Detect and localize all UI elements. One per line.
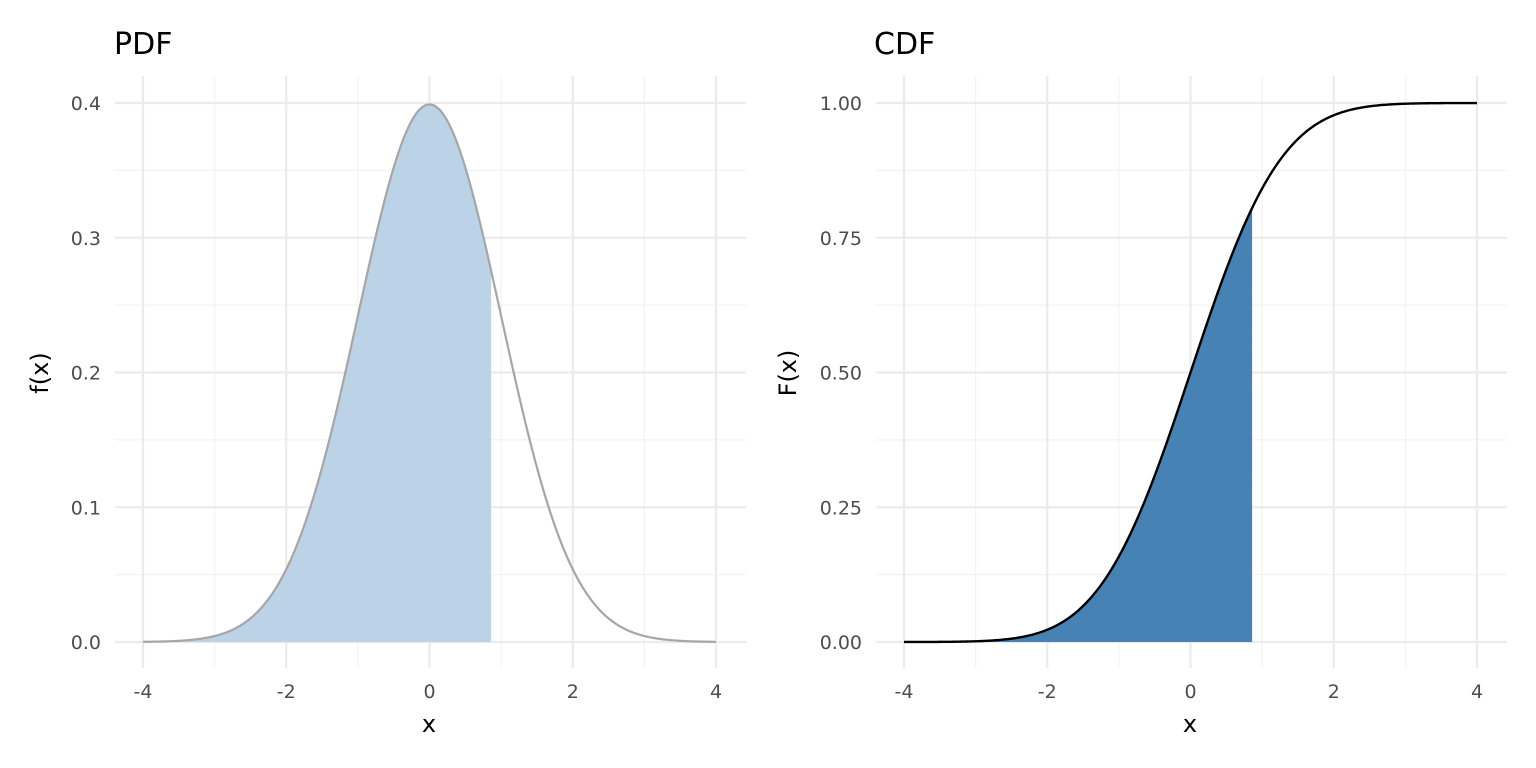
pdf-y-tick-labels: 0.0 0.1 0.2 0.3 0.4	[71, 93, 101, 654]
cdf-x-tick-labels: -4 -2 0 2 4	[895, 681, 1484, 703]
pdf-y-tick-label: 0.1	[71, 497, 101, 519]
cdf-x-axis-title: x	[1183, 710, 1197, 738]
cdf-y-tick-label: 0.25	[820, 497, 862, 519]
pdf-y-tick-label: 0.3	[71, 228, 101, 250]
cdf-y-tick-label: 0.50	[820, 363, 862, 385]
cdf-y-axis-title: F(x)	[774, 350, 802, 397]
cdf-y-tick-label: 1.00	[820, 93, 862, 115]
pdf-x-tick-label: -4	[134, 681, 153, 703]
cdf-y-tick-label: 0.00	[820, 632, 862, 654]
pdf-title: PDF	[114, 27, 172, 62]
cdf-x-tick-label: -4	[895, 681, 914, 703]
pdf-x-tick-labels: -4 -2 0 2 4	[134, 681, 723, 703]
cdf-panel: -4 -2 0 2 4 0.00 0.25 0.50 0.75 1.00 CDF x F(x)	[774, 27, 1507, 738]
cdf-x-tick-label: 0	[1184, 681, 1196, 703]
pdf-y-tick-label: 0.0	[71, 632, 101, 654]
cdf-y-tick-labels: 0.00 0.25 0.50 0.75 1.00	[820, 93, 862, 654]
pdf-y-tick-label: 0.2	[71, 363, 101, 385]
pdf-x-axis-title: x	[422, 710, 436, 738]
cdf-x-tick-label: 2	[1328, 681, 1340, 703]
pdf-density-curve	[142, 103, 717, 643]
cdf-y-tick-label: 0.75	[820, 228, 862, 250]
cdf-cumulative-curve	[904, 101, 1477, 644]
pdf-x-tick-label: 4	[710, 681, 722, 703]
pdf-x-tick-label: 0	[423, 681, 435, 703]
cdf-x-tick-label: 4	[1471, 681, 1483, 703]
pdf-shaded-area	[143, 104, 492, 643]
cdf-x-tick-label: -2	[1038, 681, 1057, 703]
pdf-panel: -4 -2 0 2 4 0.0 0.1 0.2 0.3 0.4 PDF x f(x)	[26, 27, 746, 738]
pdf-y-tick-label: 0.4	[71, 93, 101, 115]
cdf-shaded-area	[904, 208, 1253, 643]
pdf-x-tick-label: -2	[277, 681, 296, 703]
cdf-title: CDF	[874, 27, 935, 62]
pdf-x-tick-label: 2	[567, 681, 579, 703]
pdf-y-axis-title: f(x)	[26, 352, 54, 393]
